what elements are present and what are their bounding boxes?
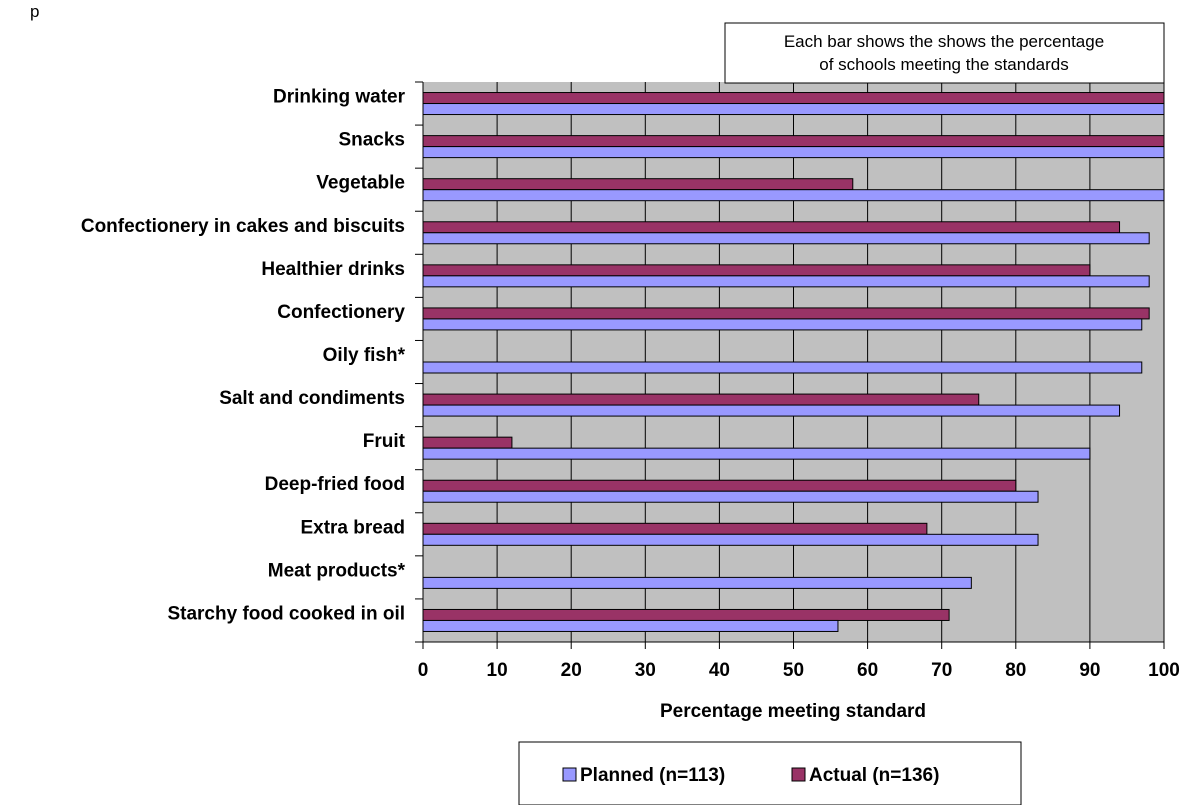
bar-planned (422, 404, 1121, 417)
bar-planned (422, 447, 1091, 460)
bar-actual (422, 264, 1091, 277)
legend-swatch-actual (791, 767, 806, 782)
legend-swatch-planned (562, 767, 577, 782)
bar-actual (422, 479, 1017, 492)
x-tick-label: 30 (635, 660, 656, 681)
legend-label-planned: Planned (n=113) (580, 765, 725, 786)
bar-planned (422, 103, 1165, 116)
bar-planned (422, 576, 972, 589)
x-tick-label: 80 (1005, 660, 1026, 681)
bar-actual (422, 608, 950, 621)
x-tick-label: 90 (1079, 660, 1100, 681)
annotation-line-1: Each bar shows the shows the percentage (784, 32, 1104, 51)
x-tick-label: 10 (487, 660, 508, 681)
x-axis-title: Percentage meeting standard (660, 701, 926, 722)
x-tick-label: 100 (1148, 660, 1180, 681)
bar-actual (422, 436, 513, 449)
annotation-line-2: of schools meeting the standards (819, 55, 1068, 74)
category-label: Snacks (338, 130, 405, 151)
legend-label-actual: Actual (n=136) (809, 765, 939, 786)
x-tick-label: 70 (931, 660, 952, 681)
corner-text: p (30, 2, 39, 21)
category-label: Meat products* (268, 560, 406, 581)
category-label: Starchy food cooked in oil (167, 603, 405, 624)
bar-planned (422, 361, 1143, 374)
bar-planned (422, 232, 1150, 245)
bar-actual (422, 393, 980, 406)
bars (422, 92, 1165, 632)
axes (415, 81, 1165, 649)
x-tick-label: 60 (857, 660, 878, 681)
bar-planned (422, 490, 1039, 503)
bar-actual (422, 307, 1150, 320)
x-tick-label: 0 (418, 660, 429, 681)
bar-actual (422, 92, 1165, 105)
bar-planned (422, 189, 1165, 202)
category-label: Confectionery in cakes and biscuits (81, 216, 405, 237)
bar-planned (422, 533, 1039, 546)
category-label: Fruit (363, 431, 406, 452)
category-label: Vegetable (316, 173, 405, 194)
category-label: Confectionery (277, 302, 405, 323)
category-label: Salt and condiments (219, 388, 405, 409)
category-label: Drinking water (273, 87, 406, 108)
bar-planned (422, 275, 1150, 288)
legend: Planned (n=113) Actual (n=136) (518, 741, 1022, 805)
category-label: Oily fish* (323, 345, 406, 366)
x-tick-label: 40 (709, 660, 730, 681)
bar-actual (422, 135, 1165, 148)
category-label: Extra bread (300, 517, 405, 538)
bar-actual (422, 221, 1121, 234)
bar-planned (422, 146, 1165, 159)
x-tick-label: 20 (561, 660, 582, 681)
bar-actual (422, 522, 928, 535)
bar-actual (422, 178, 854, 191)
tick-labels: 0 10 20 30 40 50 60 70 80 90 100 (418, 660, 1180, 681)
annotation-box: Each bar shows the shows the percentage … (724, 22, 1165, 84)
category-label: Deep-fried food (265, 474, 405, 495)
bar-planned (422, 619, 839, 632)
bar-planned (422, 318, 1143, 331)
category-labels: Drinking water Snacks Vegetable Confectione… (81, 87, 406, 625)
category-label: Healthier drinks (261, 259, 405, 280)
x-tick-label: 50 (783, 660, 804, 681)
